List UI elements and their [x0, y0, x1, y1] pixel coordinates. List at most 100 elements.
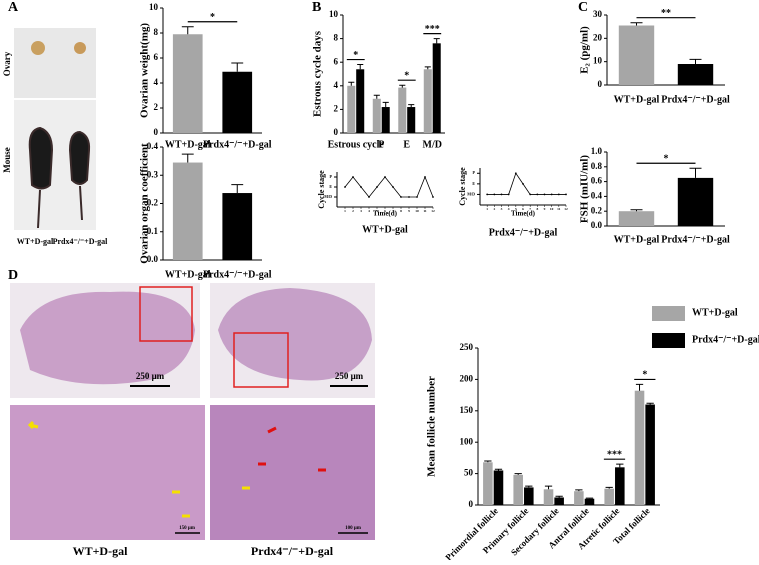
x-tick-label: 4: [368, 209, 370, 213]
panel-label: A: [8, 0, 19, 15]
cycle-point: [376, 186, 378, 188]
significance-label: *: [404, 71, 409, 82]
photo-caption: WT+D-gal: [17, 237, 54, 246]
x-tick-label: WT+D-gal: [165, 269, 211, 280]
cycle-point: [507, 193, 510, 196]
photo-label: Ovary: [2, 51, 12, 76]
y-tick-label: P: [330, 174, 333, 179]
error-bar: [433, 38, 440, 44]
y-axis-label: Cycle stage: [458, 167, 467, 206]
x-tick-label: WT+D-gal: [614, 94, 660, 105]
y-tick-label: 150: [460, 405, 474, 415]
y-tick-label: 4: [334, 80, 339, 90]
error-bar: [348, 81, 355, 86]
bar: [398, 87, 407, 133]
cycle-point: [514, 172, 517, 175]
x-tick-label: 11: [423, 209, 427, 213]
bar: [372, 98, 381, 133]
y-tick-label: 0.0: [147, 254, 159, 264]
y-tick-label: 0.3: [147, 169, 159, 179]
micrograph-caption: WT+D-gal: [73, 544, 129, 558]
x-tick-label: WT+D-gal: [165, 139, 211, 150]
y-tick-label: E: [472, 181, 475, 186]
error-bar: [181, 26, 194, 35]
error-bar: [630, 209, 643, 212]
y-tick-label: 50: [464, 468, 474, 478]
micrograph-caption: Prdx4⁻/⁻+D-gal: [251, 544, 334, 558]
bar: [634, 390, 645, 505]
significance-label: ***: [607, 449, 622, 460]
cycle-point: [416, 196, 418, 198]
y-tick-label: 250: [460, 342, 474, 352]
panel-label: B: [312, 0, 321, 15]
y-axis-label: E₂ (pg/ml): [579, 26, 591, 74]
y-tick-label: 10: [149, 2, 159, 12]
ovary-photo: [14, 28, 96, 98]
micrograph: [10, 405, 205, 540]
photo-label: Mouse: [2, 147, 12, 173]
y-tick-label: 0.2: [147, 198, 159, 208]
x-axis-label: Time(d): [511, 210, 536, 218]
bar: [543, 489, 554, 505]
micrograph: [210, 405, 375, 540]
y-tick-label: P: [473, 170, 476, 175]
bar: [483, 462, 493, 505]
x-tick-label: 8: [536, 207, 538, 211]
error-bar: [616, 463, 624, 468]
x-tick-label: WT+D-gal: [614, 234, 660, 245]
x-tick-label: 9: [544, 207, 546, 211]
bar: [554, 497, 564, 505]
x-tick-label: Prdx4⁻/⁻+D-gal: [661, 94, 730, 105]
x-tick-label: 6: [384, 209, 386, 213]
bar: [615, 467, 625, 505]
x-tick-label: 5: [376, 209, 378, 213]
x-tick-label: 12: [431, 209, 435, 213]
x-tick-label: 11: [557, 207, 561, 211]
bar: [604, 488, 614, 505]
error-bar: [605, 486, 613, 489]
x-tick-label: Prdx4⁻/⁻+D-gal: [203, 269, 272, 280]
error-bar: [357, 64, 364, 70]
error-bar: [544, 485, 553, 490]
arrow: [27, 420, 250, 518]
bar: [172, 162, 203, 260]
bar: [381, 107, 390, 133]
y-tick-label: M/D: [324, 194, 332, 199]
cycle-point: [500, 193, 503, 196]
x-tick-label: 3: [360, 209, 362, 213]
legend-swatch: [652, 333, 685, 348]
y-tick-label: 0.1: [147, 226, 159, 236]
x-tick-label: 2: [493, 207, 495, 211]
chart-title: WT+D-gal: [362, 224, 408, 235]
x-tick-label: 12: [564, 207, 568, 211]
error-bar: [424, 66, 431, 70]
scale-label: 150 μm: [179, 526, 196, 531]
error-bar: [231, 62, 244, 72]
y-tick-label: 0: [154, 127, 159, 137]
y-tick-label: 1.0: [591, 146, 603, 156]
panel-label: D: [8, 268, 18, 283]
zoom-box: [139, 286, 193, 342]
cycle-point: [493, 193, 496, 196]
cycle-point: [400, 196, 402, 198]
bar: [618, 211, 655, 226]
y-tick-label: E: [329, 184, 332, 189]
x-tick-label: 5: [515, 207, 517, 211]
error-bar: [646, 402, 654, 405]
ovary: [74, 42, 86, 54]
cycle-point: [360, 186, 362, 188]
y-tick-label: 6: [334, 56, 339, 66]
x-tick-label: 7: [529, 207, 531, 211]
cycle-point: [529, 193, 532, 196]
x-tick-label: 6: [522, 207, 524, 211]
scale-label: 100 μm: [345, 526, 362, 531]
y-tick-label: 6: [154, 52, 159, 62]
y-axis-label: FSH (mIU/ml): [579, 155, 591, 223]
error-bar: [514, 473, 522, 475]
cycle-point: [408, 196, 410, 198]
y-tick-label: 10: [593, 56, 603, 66]
ovary: [31, 41, 45, 55]
y-tick-label: 0.4: [147, 141, 159, 151]
cycle-point: [543, 193, 546, 196]
chart-title: Prdx4⁻/⁻+D-gal: [489, 227, 558, 238]
